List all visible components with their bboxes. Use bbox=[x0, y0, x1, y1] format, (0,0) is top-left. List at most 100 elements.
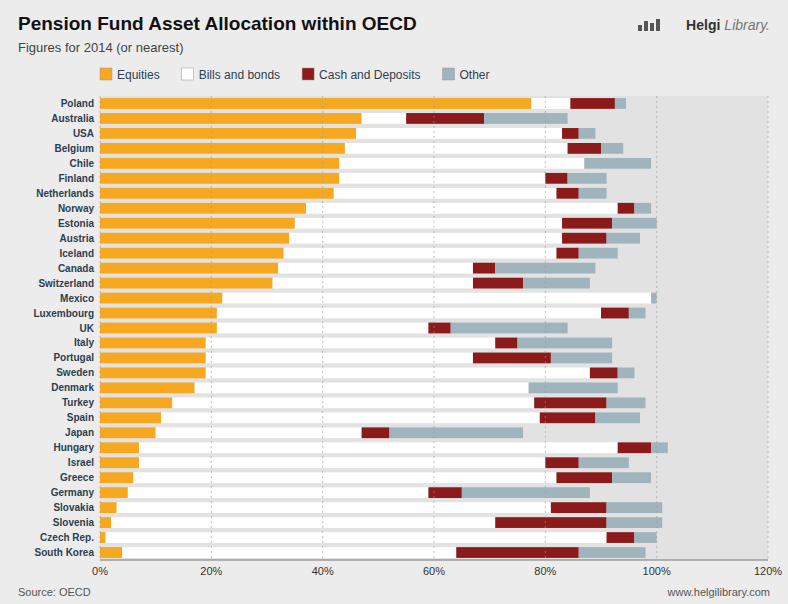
bar-segment bbox=[100, 263, 278, 274]
bar-segment bbox=[556, 472, 612, 483]
logo-icon bbox=[638, 25, 642, 31]
bar-segment bbox=[156, 427, 362, 438]
category-label: Greece bbox=[60, 472, 94, 483]
logo-library: Library. bbox=[724, 17, 770, 33]
logo-icon bbox=[644, 21, 648, 31]
grid-line bbox=[768, 96, 769, 560]
category-label: Japan bbox=[65, 427, 94, 438]
bar-segment bbox=[545, 173, 567, 184]
subtitle: Figures for 2014 (or nearest) bbox=[18, 40, 183, 55]
bar-segment bbox=[284, 248, 557, 259]
bar-segment bbox=[100, 323, 217, 334]
background bbox=[0, 0, 788, 604]
bar-segment bbox=[651, 293, 657, 304]
bar-segment bbox=[100, 248, 284, 259]
bar-segment bbox=[540, 412, 596, 423]
bar-segment bbox=[106, 532, 607, 543]
category-label: Norway bbox=[58, 203, 95, 214]
category-label: Denmark bbox=[51, 382, 94, 393]
bar-segment bbox=[579, 547, 646, 558]
bar-segment bbox=[117, 502, 551, 513]
bar-segment bbox=[473, 278, 523, 289]
bar-segment bbox=[111, 517, 495, 528]
bars bbox=[100, 98, 668, 558]
grid-line bbox=[211, 96, 212, 560]
bar-segment bbox=[562, 128, 579, 139]
bar-segment bbox=[607, 532, 635, 543]
bar-segment bbox=[334, 188, 557, 199]
bar-segment bbox=[206, 368, 590, 379]
category-label: Estonia bbox=[58, 218, 95, 229]
bar-segment bbox=[100, 382, 195, 393]
bar-segment bbox=[406, 113, 484, 124]
category-label: Slovakia bbox=[53, 502, 94, 513]
bar-segment bbox=[306, 203, 618, 214]
category-label: Czech Rep. bbox=[40, 532, 94, 543]
bar-segment bbox=[456, 547, 578, 558]
bar-segment bbox=[615, 98, 626, 109]
category-label: Spain bbox=[67, 412, 94, 423]
bar-segment bbox=[100, 502, 117, 513]
bar-segment bbox=[100, 173, 339, 184]
bar-segment bbox=[289, 233, 562, 244]
bar-segment bbox=[579, 128, 596, 139]
x-tick-label: 40% bbox=[312, 565, 334, 577]
bar-segment bbox=[362, 113, 407, 124]
x-tick-label: 120% bbox=[754, 565, 782, 577]
x-tick-label: 60% bbox=[423, 565, 445, 577]
bar-segment bbox=[362, 427, 390, 438]
bar-segment bbox=[495, 517, 606, 528]
grid-line bbox=[100, 96, 101, 560]
bar-segment bbox=[100, 457, 139, 468]
bar-segment bbox=[100, 442, 139, 453]
bar-segment bbox=[484, 113, 567, 124]
title: Pension Fund Asset Allocation within OEC… bbox=[18, 13, 417, 34]
bar-segment bbox=[389, 427, 523, 438]
bar-segment bbox=[100, 233, 289, 244]
bar-segment bbox=[562, 233, 607, 244]
bar-segment bbox=[451, 323, 568, 334]
bar-segment bbox=[100, 98, 531, 109]
bar-segment bbox=[295, 218, 562, 229]
bar-segment bbox=[612, 472, 651, 483]
bar-segment bbox=[345, 143, 568, 154]
bar-segment bbox=[339, 173, 545, 184]
bar-segment bbox=[100, 188, 334, 199]
bar-segment bbox=[607, 502, 663, 513]
category-label: USA bbox=[73, 128, 94, 139]
bar-segment bbox=[100, 517, 111, 528]
bar-segment bbox=[278, 263, 473, 274]
category-label: Austria bbox=[60, 233, 95, 244]
bar-segment bbox=[579, 457, 629, 468]
x-tick-label: 0% bbox=[92, 565, 108, 577]
bar-segment bbox=[531, 98, 570, 109]
website: www.helgilibrary.com bbox=[667, 586, 771, 598]
plot-area bbox=[100, 96, 768, 560]
bar-segment bbox=[607, 397, 646, 408]
bar-segment bbox=[634, 532, 656, 543]
category-label: Italy bbox=[74, 337, 94, 348]
category-label: Portugal bbox=[53, 352, 94, 363]
logo-text: HelgiLibrary. bbox=[686, 17, 770, 33]
bar-segment bbox=[100, 338, 206, 349]
legend-label: Equities bbox=[117, 68, 160, 82]
legend-label: Bills and bonds bbox=[199, 68, 280, 82]
bar-segment bbox=[100, 368, 206, 379]
bar-segment bbox=[273, 278, 473, 289]
bar-segment bbox=[651, 442, 668, 453]
bar-segment bbox=[172, 397, 534, 408]
bar-segment bbox=[222, 293, 651, 304]
bar-segment bbox=[595, 412, 640, 423]
bar-segment bbox=[495, 338, 517, 349]
bar-segment bbox=[529, 382, 618, 393]
grid-line bbox=[322, 96, 323, 560]
bar-segment bbox=[523, 278, 590, 289]
bar-segment bbox=[570, 98, 615, 109]
logo-icon bbox=[650, 23, 654, 31]
bar-segment bbox=[195, 382, 529, 393]
grid-line bbox=[545, 96, 546, 560]
bar-segment bbox=[629, 308, 646, 319]
bar-segment bbox=[100, 412, 161, 423]
bar-segment bbox=[473, 263, 495, 274]
source: Source: OECD bbox=[18, 586, 91, 598]
